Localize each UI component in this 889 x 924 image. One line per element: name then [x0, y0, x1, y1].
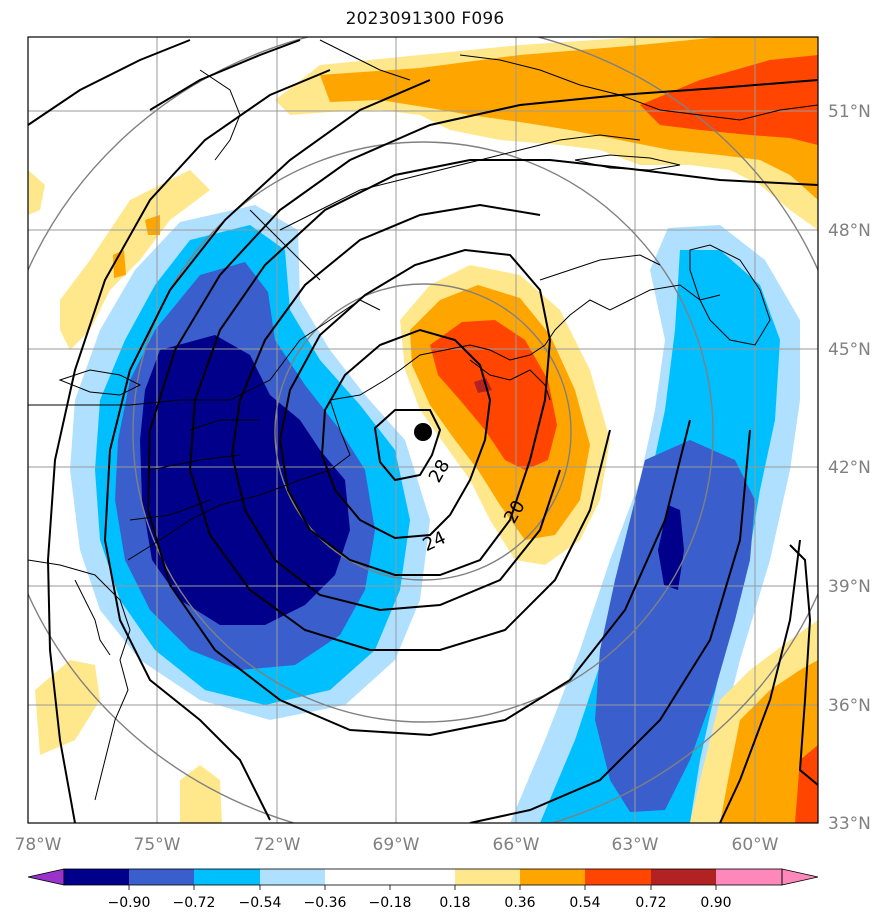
contour-ne-arc	[149, 39, 301, 111]
low-center-marker	[414, 423, 432, 441]
coastline-gaspe	[539, 254, 661, 281]
coastline-long-island-ne	[127, 369, 401, 561]
contour-20	[278, 248, 552, 576]
shade-weak-positive-south	[180, 765, 222, 823]
border-canada-us	[28, 299, 381, 406]
colorbar-segment-1	[64, 869, 129, 885]
contour-ring-5	[188, 159, 818, 651]
contour-ring-6	[146, 79, 818, 737]
coastline-us-east	[28, 559, 131, 801]
shade-weak-positive-far-west	[28, 170, 45, 215]
colorbar-segment-4	[260, 869, 325, 885]
colorbar-segment-3	[194, 869, 260, 885]
contour-ring-7-west	[103, 79, 431, 821]
coastline-st-lawrence	[279, 134, 641, 231]
lat-label-39: 39°N	[828, 577, 871, 597]
contour-ring-8-west	[46, 69, 331, 823]
contour-top-left	[28, 39, 191, 126]
lat-label-33: 33°N	[828, 814, 871, 834]
colorbar-tick-label-8: 0.54	[569, 895, 600, 911]
colorbar-segment-7	[520, 869, 585, 885]
colorbar-over-extension	[781, 868, 819, 886]
colorbar-tick-label-1: −0.90	[108, 895, 151, 911]
colorbar-under-extension	[27, 868, 65, 886]
coastline-newfoundland	[689, 244, 771, 346]
coastline-labrador	[459, 54, 818, 121]
lon-label-72: 72°W	[254, 835, 301, 855]
shade-strong-positive-core	[430, 320, 557, 470]
shade-moderate-positive-nw2	[113, 250, 126, 278]
contour-28-closed	[373, 409, 442, 482]
colorbar-tick-labels: −0.90 −0.72 −0.54 −0.36 −0.18 0.18 0.36 …	[108, 895, 732, 911]
height-contours	[28, 39, 818, 823]
colorbar-tick-label-7: 0.36	[504, 895, 535, 911]
colorbar-tick-label-2: −0.72	[173, 895, 216, 911]
contour-24	[320, 328, 492, 540]
lat-label-36: 36°N	[828, 696, 871, 716]
colorbar-frame	[63, 868, 783, 886]
colorbar-segment-6	[455, 869, 520, 885]
shade-deep-negative-west	[140, 335, 350, 625]
colorbar-segment-5	[325, 869, 455, 885]
map-frame	[27, 36, 819, 824]
colorbar-segment-2	[129, 869, 194, 885]
border-lake-outline	[58, 369, 142, 396]
lon-label-66: 66°W	[493, 835, 540, 855]
lon-label-63: 63°W	[612, 835, 659, 855]
colorbar-tick-label-6: 0.18	[439, 895, 470, 911]
colorbar-tick-label-10: 0.90	[700, 895, 731, 911]
lon-label-60: 60°W	[732, 835, 779, 855]
colorbar-tick-marks	[128, 885, 717, 890]
shade-strong-positive-north	[640, 55, 818, 145]
contour-se-wave	[789, 544, 818, 786]
lon-label-69: 69°W	[373, 835, 420, 855]
shade-deep-negative-east	[658, 505, 684, 590]
lat-label-48: 48°N	[828, 221, 871, 241]
colorbar-tick-label-3: −0.54	[239, 895, 282, 911]
shade-moderate-positive-north	[320, 37, 818, 200]
figure-title: 2023091300 F096	[345, 9, 505, 29]
coastline-chesapeake	[74, 579, 111, 656]
colorbar-segment-8	[585, 869, 651, 885]
border-state-lines	[129, 419, 260, 521]
lon-labels: 78°W 75°W 72°W 69°W 66°W 63°W 60°W	[15, 835, 779, 855]
coastline-hudson-strait	[319, 39, 411, 81]
colorbar-tick-label-5: −0.18	[369, 895, 412, 911]
lon-label-78: 78°W	[15, 835, 62, 855]
contour-ring-4	[230, 203, 561, 612]
colorbar-tick-label-4: −0.36	[304, 895, 347, 911]
range-rings	[28, 37, 818, 823]
lat-label-45: 45°N	[828, 340, 871, 360]
contour-ring-8	[719, 539, 801, 823]
coastline-anticosti	[574, 154, 681, 171]
colorbar-segment-10	[716, 869, 782, 885]
range-ring-middle	[132, 141, 714, 723]
contour-ring-7	[469, 429, 751, 823]
colorbar-segment-9	[651, 869, 716, 885]
colorbar: −0.90 −0.72 −0.54 −0.36 −0.18 0.18 0.36 …	[27, 868, 819, 911]
range-ring-inner	[274, 283, 572, 581]
lon-label-75: 75°W	[134, 835, 181, 855]
lat-label-51: 51°N	[828, 102, 871, 122]
shade-moderate-positive-se	[720, 660, 818, 823]
lat-label-42: 42°N	[828, 458, 871, 478]
colorbar-tick-label-9: 0.72	[635, 895, 666, 911]
lat-labels: 51°N 48°N 45°N 42°N 39°N 36°N 33°N	[828, 102, 871, 834]
